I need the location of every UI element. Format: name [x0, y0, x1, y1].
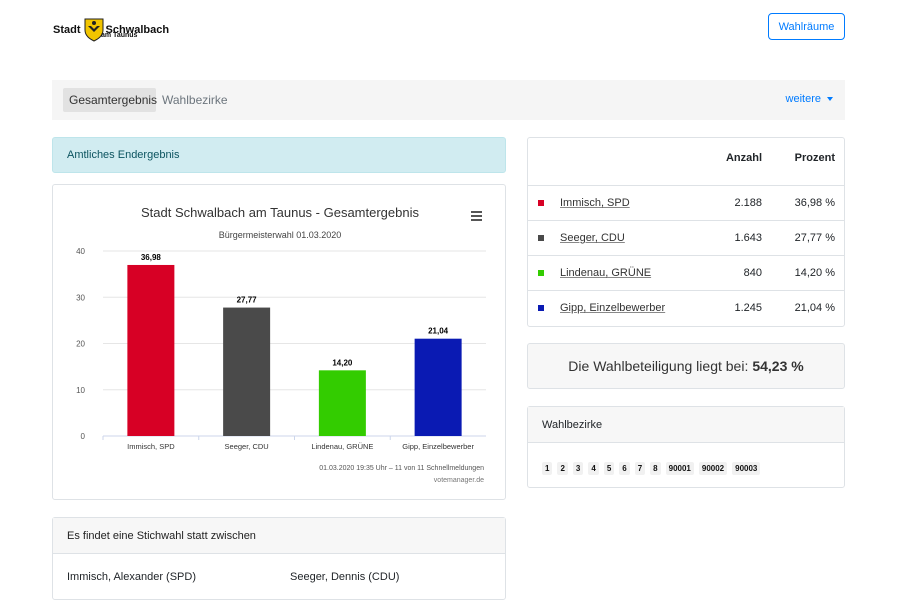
turnout-card: Die Wahlbeteiligung liegt bei: 54,23 % — [527, 343, 845, 389]
wahlbezirk-link[interactable]: 8 — [650, 462, 661, 475]
chart-bar[interactable] — [414, 338, 462, 436]
chart-footer: 01.03.2020 19:35 Uhr – 11 von 11 Schnell… — [319, 465, 484, 472]
chart-subtitle: Bürgermeisterwahl 01.03.2020 — [219, 230, 342, 240]
wahlbezirk-link[interactable]: 90001 — [665, 462, 694, 475]
column-header-anzahl: Anzahl — [725, 152, 762, 164]
page-header: Stadt Schwalbach am Taunus Wahlräume — [0, 0, 900, 70]
weitere-dropdown[interactable]: weitere — [786, 93, 833, 105]
votes-count: 2.188 — [734, 197, 762, 209]
y-tick-label: 10 — [76, 386, 85, 395]
stichwahl-candidate: Seeger, Dennis (CDU) — [290, 571, 400, 583]
table-row: Gipp, Einzelbewerber 1.245 21,04 % — [528, 291, 844, 326]
wahlbezirk-link[interactable]: 90003 — [732, 462, 761, 475]
tab-gesamtergebnis[interactable]: Gesamtergebnis — [63, 88, 157, 112]
table-row: Seeger, CDU 1.643 27,77 % — [528, 221, 844, 256]
logo-text-left: Stadt — [53, 23, 81, 36]
x-tick-label: Gipp, Einzelbewerber — [402, 442, 474, 451]
wahlbezirke-list: 1 2 3 4 5 6 7 8 90001 90002 90003 — [528, 443, 844, 475]
y-tick-label: 40 — [76, 247, 85, 256]
logo-text-right: Schwalbach — [105, 23, 170, 36]
chart-menu-icon[interactable] — [471, 211, 482, 221]
city-logo[interactable]: Stadt Schwalbach — [53, 18, 169, 42]
wahlbezirke-card: Wahlbezirke 1 2 3 4 5 6 7 8 90001 90002 90003 — [527, 406, 845, 488]
stichwahl-card: Es findet eine Stichwahl statt zwischen … — [52, 517, 506, 600]
wahlbezirk-link[interactable]: 4 — [588, 462, 599, 475]
caret-down-icon — [827, 97, 833, 101]
chart-bar[interactable] — [318, 370, 366, 436]
wahlraeume-button[interactable]: Wahlräume — [768, 13, 845, 40]
results-table-header: Anzahl Prozent — [528, 138, 844, 186]
bar-value-label: 21,04 — [428, 327, 449, 336]
chart-bar[interactable] — [127, 264, 175, 436]
table-row: Lindenau, GRÜNE 840 14,20 % — [528, 256, 844, 291]
column-header-prozent: Prozent — [794, 152, 835, 164]
party-color-swatch — [538, 200, 544, 206]
votes-count: 1.245 — [734, 302, 762, 314]
chart-title: Stadt Schwalbach am Taunus - Gesamtergeb… — [141, 205, 419, 220]
stichwahl-candidate: Immisch, Alexander (SPD) — [67, 571, 196, 583]
result-navbar: Gesamtergebnis Wahlbezirke weitere — [52, 80, 845, 120]
x-tick-label: Seeger, CDU — [225, 442, 269, 451]
chart-credit: votemanager.de — [434, 477, 484, 484]
turnout-text: Die Wahlbeteiligung liegt bei: — [568, 358, 749, 374]
candidate-link[interactable]: Lindenau, GRÜNE — [560, 267, 652, 279]
bar-value-label: 36,98 — [141, 253, 162, 262]
table-row: Immisch, SPD 2.188 36,98 % — [528, 186, 844, 221]
y-tick-label: 30 — [76, 293, 85, 302]
chart-bar[interactable] — [223, 307, 271, 436]
y-tick-label: 20 — [76, 340, 85, 349]
stichwahl-heading: Es findet eine Stichwahl statt zwischen — [53, 518, 505, 554]
candidate-link[interactable]: Immisch, SPD — [560, 197, 630, 209]
wahlbezirk-link[interactable]: 2 — [557, 462, 568, 475]
coat-of-arms-icon — [84, 18, 103, 42]
wahlbezirk-link[interactable]: 3 — [572, 462, 584, 475]
votes-percent: 14,20 % — [794, 267, 835, 279]
votes-percent: 36,98 % — [794, 197, 835, 209]
wahlbezirk-link[interactable]: 90002 — [698, 462, 728, 475]
wahlbezirk-link[interactable]: 7 — [634, 462, 646, 475]
bar-value-label: 27,77 — [237, 296, 258, 305]
x-tick-label: Lindenau, GRÜNE — [311, 442, 373, 451]
votes-count: 1.643 — [734, 232, 762, 244]
logo-subtitle: am Taunus — [101, 32, 138, 39]
weitere-label: weitere — [785, 93, 821, 105]
turnout-value: 54,23 % — [752, 358, 804, 374]
tab-wahlbezirke[interactable]: Wahlbezirke — [162, 93, 228, 107]
result-chart-card: Stadt Schwalbach am Taunus - Gesamtergeb… — [52, 184, 506, 500]
candidate-link[interactable]: Gipp, Einzelbewerber — [560, 302, 666, 314]
wahlbezirke-heading: Wahlbezirke — [528, 407, 844, 443]
x-tick-label: Immisch, SPD — [127, 442, 175, 451]
party-color-swatch — [538, 270, 544, 276]
votes-percent: 21,04 % — [794, 302, 835, 314]
bar-chart: Stadt Schwalbach am Taunus - Gesamtergeb… — [76, 205, 486, 484]
y-tick-label: 0 — [81, 432, 86, 441]
candidate-link[interactable]: Seeger, CDU — [560, 232, 625, 244]
stichwahl-body: Immisch, Alexander (SPD) Seeger, Dennis … — [53, 554, 505, 600]
votes-percent: 27,77 % — [794, 232, 835, 244]
result-status-alert: Amtliches Endergebnis — [52, 137, 506, 173]
wahlbezirk-link[interactable]: 6 — [619, 462, 630, 475]
party-color-swatch — [538, 235, 544, 241]
wahlbezirk-link[interactable]: 1 — [542, 462, 553, 475]
votes-count: 840 — [743, 267, 762, 279]
results-table: Anzahl Prozent Immisch, SPD 2.188 36,98 % S… — [527, 137, 845, 327]
wahlbezirk-link[interactable]: 5 — [603, 462, 615, 475]
party-color-swatch — [538, 305, 544, 311]
bar-value-label: 14,20 — [332, 358, 353, 367]
